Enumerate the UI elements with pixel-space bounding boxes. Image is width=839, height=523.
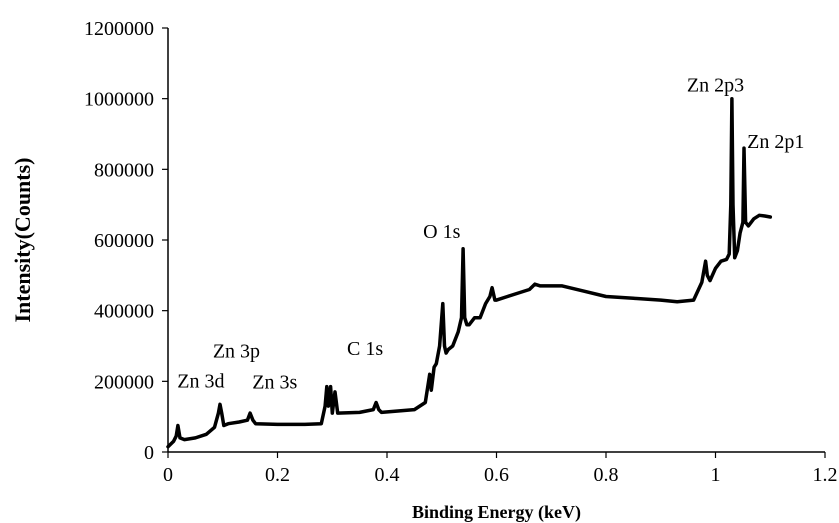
x-tick-label: 0.8 <box>594 464 619 486</box>
x-tick-label: 0.4 <box>375 464 400 486</box>
y-axis-ticks: 0 200000 400000 600000 800000 1000000 1200000 <box>84 18 168 464</box>
x-tick-label: 1.2 <box>813 464 838 486</box>
y-tick-label: 400000 <box>94 301 154 323</box>
peak-annotations: Zn 3d Zn 3p Zn 3s C 1s O 1s Zn 2p3 Zn 2p1 <box>177 75 804 394</box>
y-tick-label: 600000 <box>94 230 154 252</box>
peak-label: Zn 2p1 <box>747 131 804 153</box>
peak-label: Zn 3s <box>252 371 297 393</box>
peak-label: Zn 2p3 <box>687 75 744 97</box>
x-tick-label: 0 <box>163 464 173 486</box>
y-tick-label: 200000 <box>94 371 154 393</box>
x-tick-label: 0.6 <box>484 464 509 486</box>
y-tick-label: 1000000 <box>84 89 154 111</box>
peak-label: Zn 3d <box>177 371 224 393</box>
y-axis-title: Intensity(Counts) <box>10 157 35 322</box>
y-tick-label: 800000 <box>94 159 154 181</box>
peak-label: C 1s <box>347 338 383 360</box>
x-axis-ticks: 0 0.2 0.4 0.6 0.8 1 1.2 <box>163 452 838 486</box>
x-tick-label: 1 <box>711 464 721 486</box>
x-axis-title: Binding Energy (keV) <box>412 502 581 523</box>
y-tick-label: 0 <box>144 442 154 464</box>
x-tick-label: 0.2 <box>265 464 290 486</box>
y-tick-label: 1200000 <box>84 18 154 40</box>
peak-label: O 1s <box>423 221 460 243</box>
spectrum-line <box>166 96 773 449</box>
peak-label: Zn 3p <box>213 340 260 362</box>
